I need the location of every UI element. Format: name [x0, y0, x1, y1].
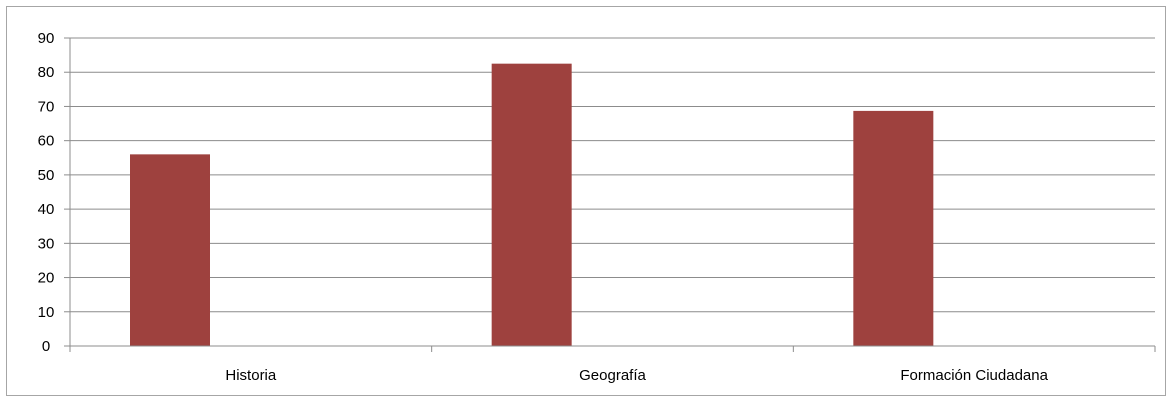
x-tick-label: Formación Ciudadana — [900, 367, 1048, 384]
y-tick-label: 50 — [38, 167, 55, 184]
y-tick-label: 10 — [38, 304, 55, 321]
bars — [130, 63, 934, 347]
y-tick-label: 30 — [38, 235, 55, 252]
y-tick-label: 0 — [42, 338, 50, 355]
x-tick-label: Geografía — [579, 367, 646, 384]
bar — [130, 154, 210, 346]
x-axis — [69, 38, 1156, 352]
x-tick-label: Historia — [225, 367, 277, 384]
y-axis-ticks: 0 10 20 30 40 50 60 70 80 90 — [38, 30, 70, 355]
y-tick-label: 40 — [38, 201, 55, 218]
bar — [853, 110, 934, 346]
bar — [491, 63, 572, 347]
y-tick-label: 70 — [38, 98, 55, 115]
x-axis-labels: Historia Geografía Formación Ciudadana — [225, 367, 1048, 384]
gridlines — [70, 37, 1155, 313]
y-tick-label: 80 — [38, 64, 55, 81]
y-tick-label: 20 — [38, 270, 55, 287]
y-tick-label: 60 — [38, 133, 55, 150]
y-tick-label: 90 — [38, 30, 55, 47]
